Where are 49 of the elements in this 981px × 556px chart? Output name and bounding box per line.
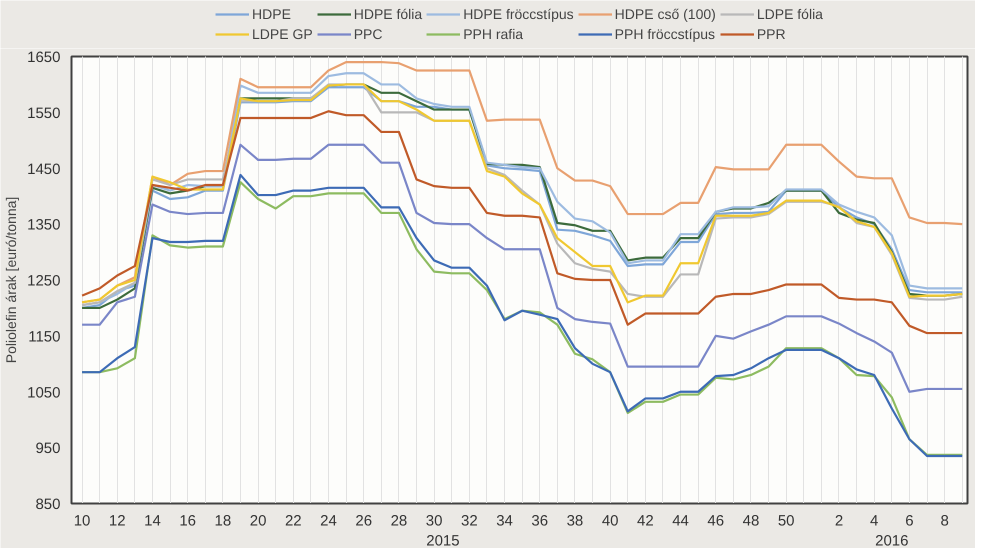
x-tick-label: 16 [179, 512, 196, 530]
text: 2015 [426, 532, 460, 550]
x-tick-label: 30 [426, 512, 442, 530]
legend-label: HDPE fröccstípus [463, 6, 574, 22]
x-tick-label: 8 [940, 512, 949, 530]
line-series [80, 110, 964, 334]
x-tick-label: 42 [637, 512, 654, 530]
legend-label: HDPE [252, 6, 291, 22]
y-tick-label: 1650 [27, 49, 61, 66]
y-tick-label: 1050 [27, 384, 61, 402]
legend-label: LDPE fólia [756, 6, 823, 22]
x-tick-label: 2 [834, 512, 844, 530]
x-tick-label: 40 [602, 512, 618, 530]
legend-label: HDPE cső (100) [614, 6, 716, 22]
x-tick-label: 32 [460, 512, 478, 530]
line-series [80, 144, 964, 393]
x-tick-label: 4 [870, 512, 878, 530]
x-tick-label: 28 [390, 512, 408, 530]
x-tick-label: 26 [355, 512, 372, 530]
x-tick-label: 10 [74, 512, 90, 530]
x-tick-label: 44 [672, 512, 689, 530]
x-tick-label: 50 [778, 512, 795, 530]
x-tick-label: 18 [214, 512, 232, 530]
y-tick-label: 950 [35, 440, 61, 458]
legend-label: PPH rafia [463, 26, 524, 42]
x-tick-label: 36 [531, 512, 548, 530]
x-tick-label: 12 [108, 512, 126, 530]
legend-label: HDPE fólia [354, 6, 422, 22]
x-tick-label: 6 [905, 512, 914, 530]
x-tick-label: 22 [284, 512, 302, 530]
x-tick-label: 48 [742, 512, 760, 530]
x-tick-label: 24 [320, 512, 337, 530]
legend-label: PPH fröccstípus [614, 26, 716, 42]
text: 2016 [875, 532, 908, 550]
y-tick-label: 1450 [27, 160, 61, 178]
y-axis-title: Poliolefin árak [euró/tonna] [3, 196, 20, 364]
y-tick-label: 850 [35, 496, 61, 513]
x-tick-label: 46 [707, 512, 724, 530]
legend-label: LDPE GP [252, 26, 313, 42]
y-tick-label: 1250 [27, 272, 61, 290]
y-tick-label: 1150 [28, 328, 61, 346]
y-tick-label: 1550 [27, 104, 61, 122]
x-tick-label: 34 [496, 512, 513, 530]
legend-label: PPC [354, 26, 383, 42]
x-tick-label: 14 [144, 512, 161, 530]
x-tick-label: 20 [250, 512, 266, 530]
legend-label: PPR [756, 26, 786, 42]
x-tick-label: 38 [566, 512, 584, 530]
y-tick-label: 1350 [27, 216, 61, 234]
